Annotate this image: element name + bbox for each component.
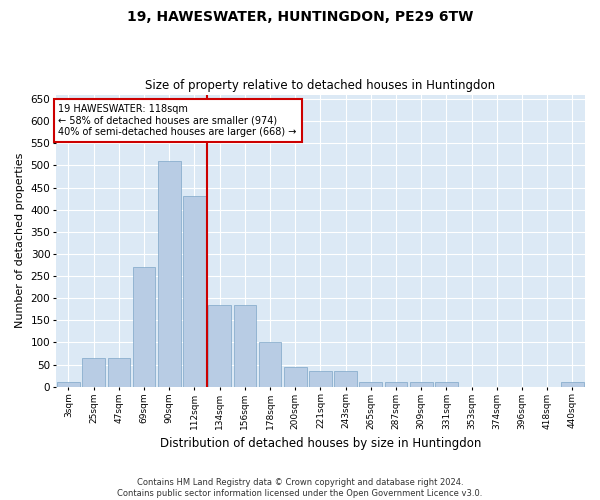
Bar [233,305,256,386]
Bar [57,382,80,386]
Bar [183,196,206,386]
Bar [359,382,382,386]
Text: 19, HAWESWATER, HUNTINGDON, PE29 6TW: 19, HAWESWATER, HUNTINGDON, PE29 6TW [127,10,473,24]
Bar [435,382,458,386]
Bar [334,371,357,386]
Y-axis label: Number of detached properties: Number of detached properties [15,153,25,328]
Bar [259,342,281,386]
Bar [133,267,155,386]
Bar [158,161,181,386]
Bar [284,367,307,386]
Bar [561,382,584,386]
Text: 19 HAWESWATER: 118sqm
← 58% of detached houses are smaller (974)
40% of semi-det: 19 HAWESWATER: 118sqm ← 58% of detached … [58,104,297,138]
Bar [410,382,433,386]
Bar [107,358,130,386]
Title: Size of property relative to detached houses in Huntingdon: Size of property relative to detached ho… [145,79,496,92]
Bar [309,371,332,386]
Bar [82,358,105,386]
X-axis label: Distribution of detached houses by size in Huntingdon: Distribution of detached houses by size … [160,437,481,450]
Bar [208,305,231,386]
Bar [385,382,407,386]
Text: Contains HM Land Registry data © Crown copyright and database right 2024.
Contai: Contains HM Land Registry data © Crown c… [118,478,482,498]
